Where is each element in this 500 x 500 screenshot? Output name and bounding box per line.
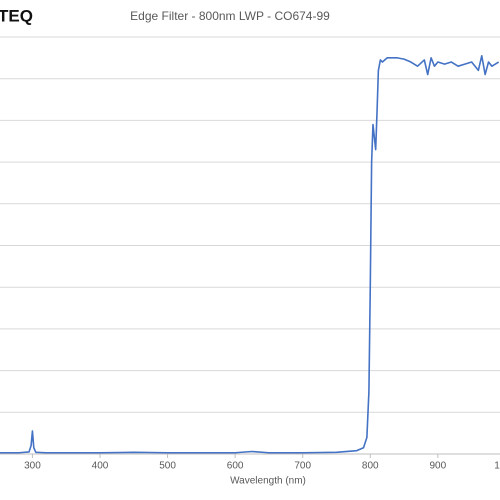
data-line [0, 54, 500, 454]
x-tick-label: 300 [24, 461, 41, 472]
x-tick-label: 600 [227, 461, 244, 472]
x-tick-label: 800 [362, 461, 379, 472]
x-tick-label: 400 [92, 461, 109, 472]
logo: TEQ [0, 6, 33, 25]
x-tick-label: 700 [294, 461, 311, 472]
chart-title: Edge Filter - 800nm LWP - CO674-99 [130, 9, 330, 23]
x-tick-label: 900 [429, 461, 446, 472]
x-tick-label: 500 [159, 461, 176, 472]
x-tick-label: 1000 [494, 461, 500, 472]
x-axis-label: Wavelength (nm) [230, 476, 306, 487]
